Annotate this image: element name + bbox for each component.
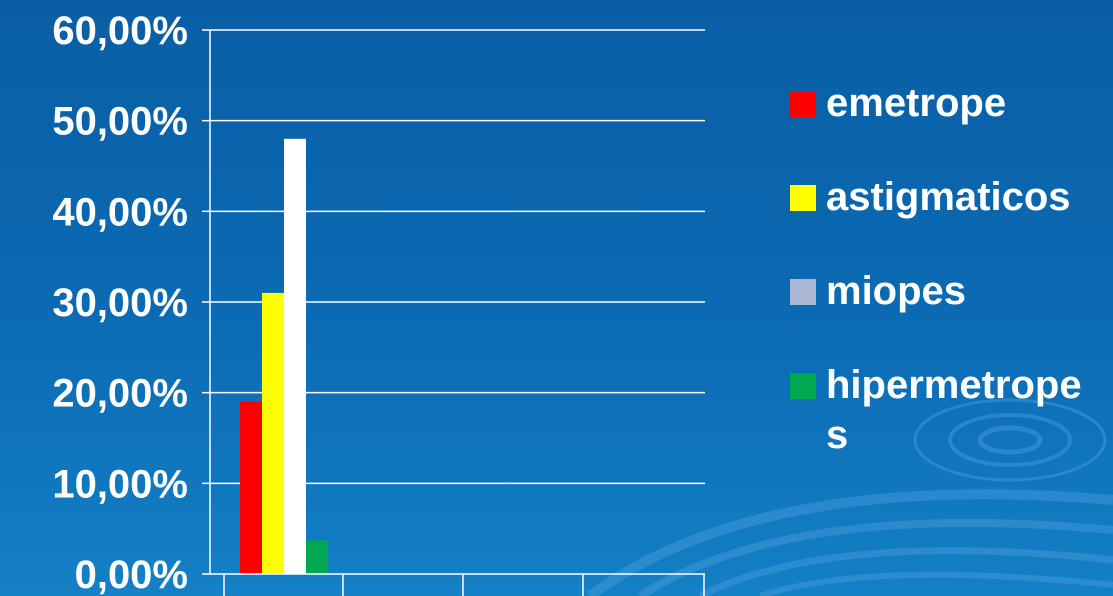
- chart-legend: emetrope astigmaticos miopes hipermetropes: [790, 78, 1110, 504]
- legend-label: emetrope: [826, 81, 1007, 125]
- bar-astigmaticos: [262, 292, 284, 574]
- axes: [202, 29, 705, 596]
- legend-item: miopes: [790, 266, 1110, 316]
- y-tick-label: 60,00%: [52, 9, 188, 53]
- bar-emetrope: [240, 401, 262, 574]
- y-tick-label: 10,00%: [52, 462, 188, 506]
- legend-label: miopes: [826, 269, 967, 313]
- y-tick-label: 50,00%: [52, 100, 188, 144]
- y-tick-labels: 0,00% 10,00% 20,00% 30,00% 40,00% 50,00% 60,00…: [52, 9, 188, 596]
- legend-swatch: [790, 91, 816, 117]
- y-tick-label: 40,00%: [52, 190, 188, 234]
- legend-item: emetrope: [790, 78, 1110, 128]
- bars: [240, 138, 328, 575]
- legend-item: astigmaticos: [790, 172, 1110, 222]
- y-tick-label: 30,00%: [52, 281, 188, 325]
- legend-label: hipermetropes: [826, 363, 1082, 457]
- legend-item: hipermetropes: [790, 360, 1110, 460]
- bar-miopes: [284, 138, 306, 575]
- legend-swatch: [790, 279, 816, 305]
- bar-hipermetropes: [306, 540, 328, 574]
- legend-swatch: [790, 373, 816, 399]
- legend-swatch: [790, 185, 816, 211]
- y-tick-label: 0,00%: [75, 553, 188, 596]
- y-tick-label: 20,00%: [52, 372, 188, 416]
- legend-label: astigmaticos: [826, 175, 1071, 219]
